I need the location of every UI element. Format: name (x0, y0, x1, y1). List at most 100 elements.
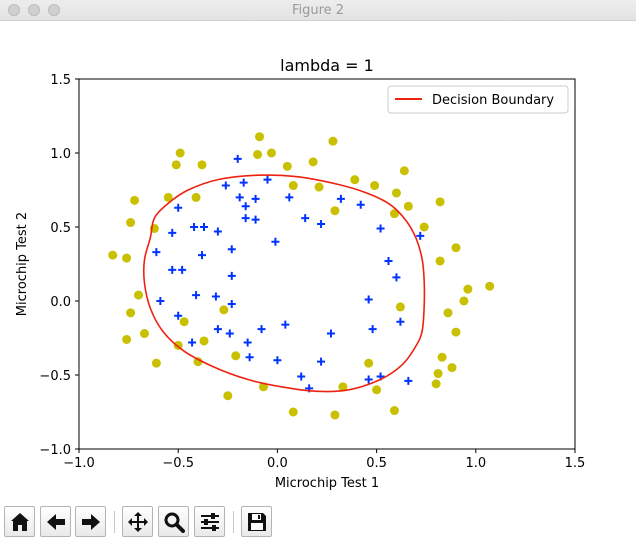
y-tick-label: −0.5 (39, 369, 71, 384)
positive-point (281, 320, 290, 329)
negative-point (282, 161, 292, 171)
negative-point (364, 358, 374, 368)
negative-point (447, 363, 457, 373)
negative-point (122, 253, 132, 263)
positive-point (336, 194, 345, 203)
decision-boundary-line (142, 174, 426, 393)
positive-point (221, 181, 230, 190)
negative-point (389, 406, 399, 416)
positive-point (297, 372, 306, 381)
arrow-left-icon (46, 513, 65, 530)
x-tick-label: 1.0 (465, 456, 486, 471)
x-tick-label: 0.0 (267, 456, 288, 471)
positive-point (364, 375, 373, 384)
legend-box (387, 85, 569, 114)
negative-point (108, 250, 118, 260)
positive-point (301, 214, 310, 223)
back-button[interactable] (40, 506, 71, 537)
axes-frame (78, 78, 576, 450)
negative-point (419, 222, 429, 232)
window-title: Figure 2 (291, 3, 345, 18)
negative-point (328, 136, 338, 146)
negative-point (437, 352, 447, 362)
toolbar-separator (114, 511, 115, 533)
positive-point (198, 251, 207, 260)
magnifier-icon (164, 512, 185, 533)
plot-area (108, 132, 495, 420)
legend: Decision Boundary (387, 85, 569, 114)
negative-point (163, 192, 173, 202)
negative-point (253, 149, 263, 159)
negative-point (171, 160, 181, 170)
positive-point (227, 299, 236, 308)
negative-point (223, 391, 233, 401)
negative-point (338, 382, 348, 392)
negative-point (451, 243, 461, 253)
negative-point (193, 357, 203, 367)
negative-point (126, 218, 136, 228)
title-bar: Figure 2 (0, 0, 636, 21)
negative-point (433, 369, 443, 379)
negative-point (350, 175, 360, 185)
positive-point (384, 257, 393, 266)
positive-point (416, 231, 425, 240)
negative-point (179, 317, 189, 327)
positive-point (168, 228, 177, 237)
sliders-icon (200, 512, 219, 531)
close-window-button[interactable] (8, 4, 20, 16)
positive-point (174, 203, 183, 212)
negative-point (389, 209, 399, 219)
navigation-toolbar (0, 503, 636, 542)
positive-point (213, 227, 222, 236)
positive-point (317, 220, 326, 229)
negative-point (391, 188, 401, 198)
forward-button[interactable] (75, 506, 106, 537)
toolbar-separator (233, 511, 234, 533)
positive-point (317, 357, 326, 366)
move-icon (127, 511, 148, 532)
positive-point (251, 194, 260, 203)
zoom-button[interactable] (158, 506, 189, 537)
x-tick-label: −1.0 (63, 456, 95, 471)
negative-point (130, 195, 140, 205)
negative-point (435, 256, 445, 266)
positive-point (225, 329, 234, 338)
positive-point (227, 245, 236, 254)
negative-point (308, 157, 318, 167)
negative-point (197, 160, 207, 170)
zoom-window-button[interactable] (48, 4, 60, 16)
configure-subplots-button[interactable] (194, 506, 225, 537)
y-tick-label: 0.0 (50, 295, 71, 310)
negative-point (122, 334, 132, 344)
y-tick-label: −1.0 (39, 443, 71, 458)
positive-point (239, 178, 248, 187)
positive-point (245, 353, 254, 362)
legend-entry-decision-boundary: Decision Boundary (432, 93, 554, 108)
negative-point (255, 132, 265, 142)
positive-point (271, 237, 280, 246)
arrow-right-icon (81, 513, 100, 530)
negative-point (403, 201, 413, 211)
positive-point (199, 223, 208, 231)
home-button[interactable] (4, 506, 35, 537)
negative-point (314, 182, 324, 192)
negative-point (370, 181, 380, 191)
pan-button[interactable] (122, 506, 153, 537)
positive-point (235, 193, 244, 202)
negative-point (330, 206, 340, 216)
negative-point (288, 407, 298, 417)
negative-point (431, 379, 441, 389)
negative-point (395, 302, 405, 312)
scatter-chart: lambda = 1 −1.0 −0.5 0.0 0.5 1.0 1.5 −1.0 −0.5 0… (0, 21, 636, 503)
minimize-window-button[interactable] (28, 4, 40, 16)
negative-point (399, 166, 409, 176)
x-tick-label: 1.5 (565, 456, 586, 471)
negative-point (266, 148, 276, 158)
negative-point (175, 148, 185, 158)
positive-point (257, 325, 266, 334)
save-button[interactable] (241, 506, 272, 537)
y-axis-label: Microchip Test 2 (15, 212, 30, 316)
positive-point (396, 317, 405, 326)
positive-point (404, 376, 413, 385)
positive-point (192, 291, 201, 300)
